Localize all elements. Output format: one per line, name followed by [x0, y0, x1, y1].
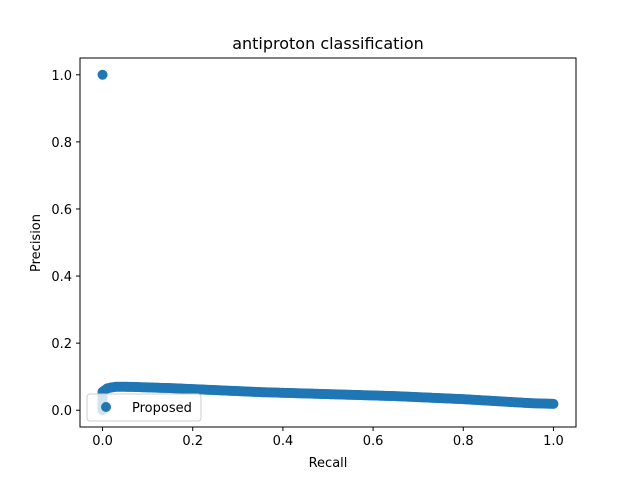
y-tick-label: 1.0 [51, 69, 72, 84]
y-tick-label: 0.4 [51, 270, 72, 285]
x-tick-label: 0.0 [92, 434, 113, 449]
legend-box [86, 393, 202, 422]
chart-title: antiproton classification [232, 34, 424, 53]
x-axis-ticks: 0.0 0.2 0.4 0.6 0.8 1.0 [92, 427, 564, 449]
legend-label: Proposed [132, 401, 192, 416]
y-tick-label: 0.2 [51, 337, 72, 352]
x-tick-label: 0.2 [182, 434, 203, 449]
y-axis-label: Precision [29, 214, 44, 272]
data-point [548, 398, 559, 409]
legend: Proposed [86, 393, 202, 422]
x-tick-label: 0.4 [273, 434, 294, 449]
y-tick-label: 0.6 [51, 203, 72, 218]
data-point [97, 69, 108, 80]
x-tick-label: 0.8 [453, 434, 474, 449]
legend-marker [101, 402, 111, 412]
x-tick-label: 0.6 [363, 434, 384, 449]
y-tick-label: 0.8 [51, 136, 72, 151]
y-axis-ticks: 0.0 0.2 0.4 0.6 0.8 1.0 [51, 69, 80, 419]
y-tick-label: 0.0 [51, 404, 72, 419]
x-tick-label: 1.0 [543, 434, 564, 449]
plot-frame [79, 57, 577, 428]
x-axis-label: Recall [309, 456, 348, 471]
